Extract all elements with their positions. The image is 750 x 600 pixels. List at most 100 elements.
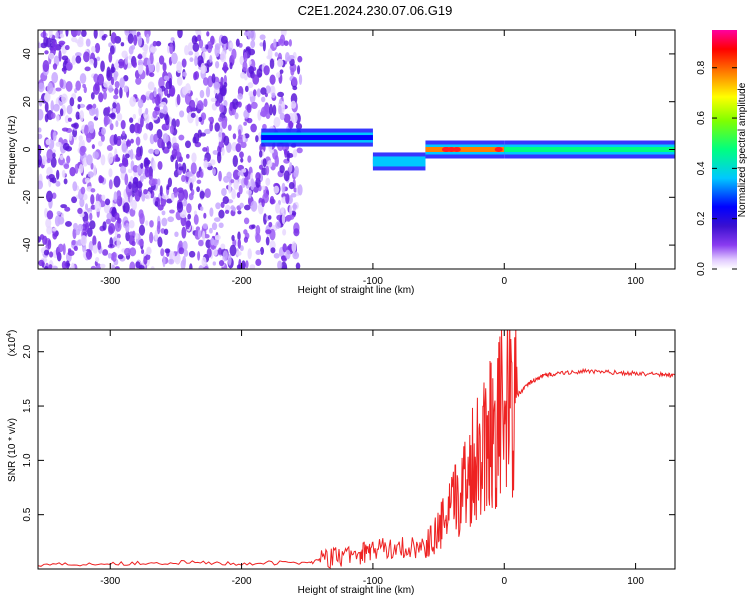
spectrogram-cell	[250, 30, 256, 42]
spectrogram-cell	[143, 255, 148, 265]
spectrogram-cell	[199, 206, 204, 211]
spectrogram-cell	[184, 140, 192, 149]
spectrogram-cell	[222, 250, 228, 262]
spectrogram-cell	[168, 258, 175, 265]
spectrogram-cell	[255, 177, 261, 188]
spectrogram-cell	[64, 115, 70, 124]
spectrogram-cell	[116, 237, 121, 249]
spectrogram-cell	[277, 91, 285, 97]
spectrogram-cell	[162, 133, 169, 144]
spectrogram-cell	[112, 108, 117, 113]
spectrogram-cell	[100, 154, 106, 166]
spectrogram-cell	[123, 159, 129, 168]
spectrogram-cell	[259, 34, 266, 41]
spectrogram-cell	[227, 254, 232, 266]
spectrogram-cell	[157, 204, 164, 211]
spectrogram-cell	[115, 154, 119, 162]
spectrogram-cell	[52, 227, 57, 232]
spectrogram-cell	[155, 40, 162, 47]
spectrogram-cell	[103, 81, 109, 88]
spectrogram-cell	[161, 210, 166, 216]
spectrogram-cell	[85, 249, 93, 260]
spectrogram-cell	[137, 53, 143, 60]
spectrogram-cell	[135, 77, 142, 85]
spectrogram-cell	[218, 131, 222, 138]
spectrogram-cell	[290, 112, 298, 124]
spectrogram-cell	[279, 69, 284, 74]
spectrogram-cell	[157, 137, 164, 149]
spectrogram-cell	[188, 50, 194, 56]
spectrogram-cell	[262, 123, 267, 130]
spectrogram-cell	[239, 245, 244, 252]
spectrogram-cell	[38, 98, 43, 107]
spectrogram-cell	[126, 140, 132, 147]
colorbar-tick-label: 0.6	[696, 111, 707, 125]
spectrogram-cell	[141, 249, 145, 254]
snr-y-tick-label: 0.5	[22, 507, 33, 521]
spectrogram-cell	[46, 166, 53, 177]
spectrogram-cell	[103, 115, 110, 126]
spectrogram-cell	[96, 56, 101, 62]
spectrogram-cell	[227, 124, 232, 131]
spectrogram-cell	[265, 229, 272, 235]
spectrogram-cell	[56, 210, 61, 216]
snr-frame	[37, 329, 676, 570]
spectrogram-cell	[128, 181, 132, 190]
spectrogram-cell	[273, 185, 280, 194]
spectrogram-cell	[245, 260, 249, 269]
spectrogram-cell	[170, 193, 175, 202]
spectrogram-cell	[52, 131, 57, 142]
spectrogram-cell	[113, 191, 118, 203]
spectrogram-cell	[283, 113, 291, 124]
spectrogram-cell	[38, 82, 45, 93]
spectrogram-cell	[188, 250, 196, 258]
spectrogram-cell	[261, 185, 266, 191]
snr-x-tick-label: -300	[100, 576, 120, 587]
spectrogram-cell	[79, 145, 86, 156]
spectrogram-cell	[252, 74, 260, 85]
spectrogram-cell	[38, 108, 44, 121]
spectrogram-cell	[202, 77, 209, 86]
spectrogram-cell	[62, 243, 66, 256]
spectrogram-cell	[45, 138, 51, 146]
spectrogram-cell	[298, 74, 303, 85]
spectrogram-cell	[218, 140, 224, 148]
spectrogram-cell	[176, 201, 184, 213]
spectrogram-cell	[219, 104, 225, 113]
spectrogram-cell	[218, 247, 223, 255]
spectrogram-cell	[273, 38, 277, 48]
spectrogram-cell	[46, 225, 53, 235]
spectrogram-cell	[273, 252, 280, 259]
spectrogram-cell	[148, 148, 155, 154]
spectrogram-cell	[266, 55, 272, 60]
spectrogram-cell	[243, 229, 248, 235]
spectrogram-cell	[234, 112, 239, 120]
spectrogram-cell	[153, 133, 158, 143]
spectrogram-cell	[196, 186, 200, 193]
snr-y-tick-label: 1.0	[22, 453, 33, 467]
spectrogram-band-peak	[372, 158, 426, 164]
spectrogram-cell	[75, 55, 82, 64]
spectrogram-cell	[152, 40, 158, 47]
spectrogram-cell	[64, 206, 71, 212]
spectrogram-cell	[218, 116, 223, 123]
spectrogram-cell	[265, 85, 271, 94]
spectrogram-cell	[275, 72, 281, 78]
spectrogram-cell	[286, 215, 291, 222]
spectrogram-cell	[280, 207, 285, 214]
spectrogram-cell	[158, 77, 165, 89]
spectrogram-cell	[77, 103, 81, 110]
spectrogram-cell	[247, 248, 252, 260]
spectrogram-xlabel: Height of straight line (km)	[298, 285, 415, 296]
spectrogram-cell	[58, 49, 62, 62]
snr-xlabel: Height of straight line (km)	[298, 585, 415, 596]
spectrogram-cell	[140, 162, 144, 169]
spectrogram-cell	[85, 38, 91, 47]
spectrogram-cell	[213, 81, 221, 90]
spectrogram-cell	[167, 216, 175, 223]
spectrogram-cell	[59, 33, 65, 39]
spectrogram-cell	[119, 86, 123, 99]
spectrogram-cell	[90, 194, 95, 205]
spectrogram-cell	[231, 98, 239, 110]
snr-y-tick-label: 2.0	[22, 344, 33, 358]
